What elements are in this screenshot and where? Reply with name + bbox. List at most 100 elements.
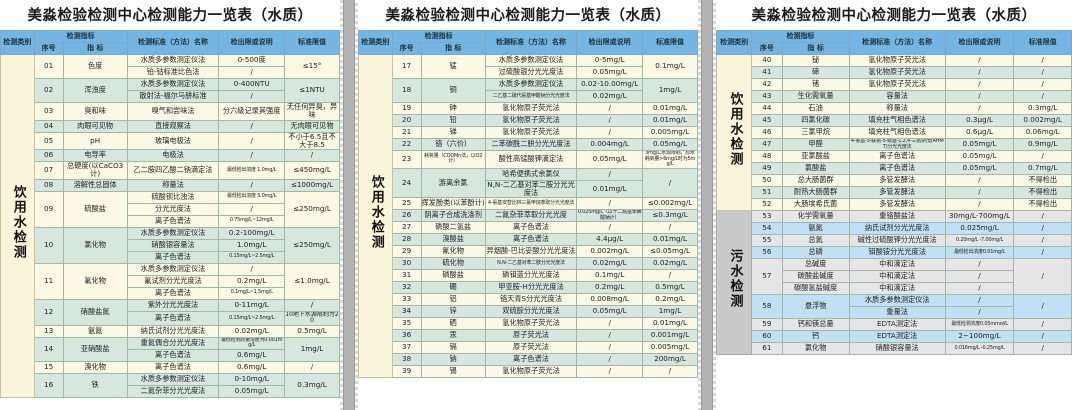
cell-method: 氢化物原子荧光法 xyxy=(848,78,946,91)
cell-indicator: 砷 xyxy=(420,102,486,115)
cell-indicator: 亚硝酸盐 xyxy=(62,336,128,362)
cell-method: 重量法 xyxy=(848,306,946,319)
cell-standard-value: ≤1000mg/L xyxy=(283,178,340,192)
cell-indicator: 硫化物 xyxy=(420,257,486,271)
cell-method: 多管发酵法 xyxy=(848,174,946,187)
cell-no: 53 xyxy=(751,210,783,223)
cell-detection-limit: 0.008mg/L xyxy=(576,293,643,307)
cell-standard-value: 3mg/L,水源限制，原水耗氧量>6mg/L时为5mg/L xyxy=(641,150,698,169)
cell-method: 散射法-福尔马肼标准 xyxy=(126,90,220,103)
cell-method: 水质多参数测定仪法 xyxy=(126,78,220,91)
cell-detection-limit: 0.05mg/L xyxy=(576,66,643,79)
cell-standard-value: / xyxy=(283,360,340,374)
cell-no: 59 xyxy=(751,318,783,331)
cell-detection-limit: 0-11mg/L xyxy=(218,298,285,312)
table-row: 52 大肠埃希氏菌 多管发酵法 / 不得检出 xyxy=(717,198,1072,211)
th-method: 检测标准（方法）名称 xyxy=(126,30,220,55)
cell-detection-limit: 0.05mg/L xyxy=(944,150,1015,163)
cell-no: 45 xyxy=(751,114,783,127)
cell-indicator: 溴化物 xyxy=(62,360,128,374)
cell-detection-limit: / xyxy=(944,66,1015,79)
th-detection-limit: 检出限或说明 xyxy=(944,30,1015,55)
cell-indicator: 氯化物 xyxy=(62,226,128,264)
cell-detection-limit: / xyxy=(576,221,643,235)
cell-detection-limit: 0-400NTU xyxy=(218,78,285,91)
cell-detection-limit: 0.15mg/L~2.5mg/L xyxy=(218,310,285,326)
cell-method: 水质多参数测定仪法 xyxy=(848,294,946,307)
th-no: 序号 xyxy=(751,42,783,55)
cell-standard-value: / xyxy=(1013,54,1072,67)
cell-standard-value: ≤0.3mg/L xyxy=(641,209,698,223)
table-container-3: 检测类别 检测指标 检测标准（方法）名称 检出限或说明 标准限值 序号指 标饮用水检测 40… xyxy=(716,30,1072,355)
cell-no: 04 xyxy=(33,119,64,133)
cell-standard-value: 无任何异臭，异味 xyxy=(283,102,340,121)
cell-indicator: 色度 xyxy=(62,54,128,79)
cell-standard-value: / xyxy=(1013,150,1072,163)
cell-detection-limit: 4.4μg/L xyxy=(576,233,643,247)
cell-method: 原子荧光法 xyxy=(484,341,578,355)
cell-indicator: 氰化物 xyxy=(420,245,486,259)
cell-detection-limit: 分六级记录其强度 xyxy=(218,102,285,121)
cell-standard-value: / xyxy=(1013,258,1072,295)
cell-standard-value: 0.3mg/L xyxy=(1013,102,1072,115)
table-row: 12 硝酸盐氮 紫外分光光度法 0-11mg/L / xyxy=(1,298,340,326)
table-row: 29 氰化物 异烟酸-巴比妥酸分光光度法 0.002mg/L ≤0.05mg/L xyxy=(359,245,698,259)
cell-detection-limit: 0.1mg/L~1.5mg/L xyxy=(218,286,285,300)
cell-method: N,N-二乙基对苯二胺分光光度法 xyxy=(484,179,578,199)
cell-standard-value: 0.01mg/L xyxy=(641,317,698,331)
cell-method: 离子色谱法 xyxy=(126,250,220,264)
table-row: 47 甲醛 4-氨基-3-联氨-5-巯基-1,2,4-三氮杂茂(AHMT)分光光度法… xyxy=(717,138,1072,151)
cell-method: 硝酸银容量法 xyxy=(126,238,220,252)
cell-detection-limit: / xyxy=(576,329,643,343)
cell-standard-value: ≤0.05mg/L xyxy=(641,245,698,259)
cell-method: 中和滴定法 xyxy=(848,258,946,271)
cell-no: 29 xyxy=(391,245,422,259)
th-indicator-group: 检测指标 xyxy=(751,30,850,43)
th-detection-limit: 检出限或说明 xyxy=(218,30,285,55)
cell-method: EDTA测定法 xyxy=(848,330,946,343)
cell-no: 25 xyxy=(391,197,422,211)
cell-method: 纳氏试剂分光光度法 xyxy=(848,222,946,235)
cell-standard-value: 0.2mg/L xyxy=(641,293,698,307)
cell-indicator: 化学需氧量 xyxy=(781,210,850,223)
cell-method: 离子色谱法 xyxy=(848,162,946,175)
table-row: 14 亚硝酸盐 重氮偶合分光光度法 最低检测质量浓度为0.001mg/L 1mg/L xyxy=(1,336,340,362)
cell-indicator: 硼 xyxy=(420,281,486,295)
cell-indicator: 铋 xyxy=(781,54,850,67)
cell-detection-limit: 0.05mg/L xyxy=(944,162,1015,175)
cell-no: 27 xyxy=(391,221,422,235)
cell-detection-limit: 0.2-100mg/L xyxy=(218,226,285,240)
cell-indicator: 氟化物 xyxy=(62,262,128,300)
cell-standard-value: / xyxy=(1013,246,1072,259)
cell-indicator: 磷酸二氢盐 xyxy=(420,221,486,235)
cell-standard-value: ≤450mg/L xyxy=(283,161,340,180)
cell-detection-limit: 0.05mg/L xyxy=(218,384,285,398)
cell-method: 水质多参数测定仪法 xyxy=(126,226,220,240)
cell-no: 02 xyxy=(33,78,64,103)
cell-standard-value: 1mg/L xyxy=(283,336,340,362)
cell-no: 24 xyxy=(391,167,422,199)
th-category: 检测类别 xyxy=(716,30,753,55)
cell-standard-value: / xyxy=(641,221,698,235)
cell-detection-limit: 0.05mg/L xyxy=(576,305,643,319)
cell-no: 10 xyxy=(33,226,64,264)
cell-method: 氢化物原子荧光法 xyxy=(484,102,578,115)
panel-scrollbar-2[interactable] xyxy=(698,0,716,410)
cell-detection-limit: 0.15mg/L~2.5mg/L xyxy=(218,250,285,264)
cell-no: 05 xyxy=(33,131,64,151)
capability-table-3: 检测类别 检测指标 检测标准（方法）名称 检出限或说明 标准限值 序号指 标饮用水检测 40… xyxy=(716,30,1072,355)
cell-indicator: 锡 xyxy=(420,365,486,379)
cell-method: 水质多参数测定仪法 xyxy=(484,78,578,91)
cell-detection-limit: / xyxy=(218,131,285,151)
cell-indicator: 三氯甲烷 xyxy=(781,126,850,139)
panel-scrollbar-1[interactable] xyxy=(340,0,358,410)
table-row: 31 磷酸盐 磷钼蓝分光光度法 0.1mg/L / xyxy=(359,269,698,283)
cell-detection-limit: / xyxy=(576,317,643,331)
table-row: 16 铁水质多参数测定仪法 0-10mg/L 0.3mg/L xyxy=(1,372,340,398)
table-row: 硝酸银容量法 1.0mg/L xyxy=(1,238,340,252)
cell-method: 多管发酵法 xyxy=(848,198,946,211)
cell-detection-limit: / xyxy=(944,294,1015,307)
cell-indicator: pH xyxy=(62,131,128,151)
cell-detection-limit: / xyxy=(218,178,285,192)
